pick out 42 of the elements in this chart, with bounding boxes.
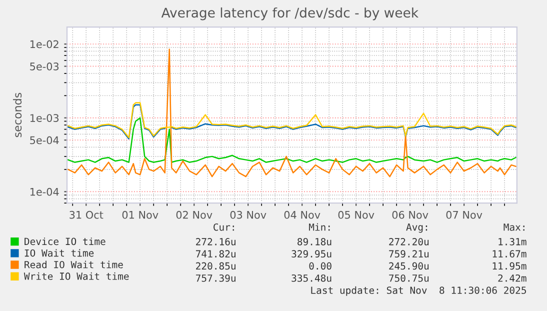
x-tick-label: 07 Nov: [446, 210, 482, 219]
text: 2.42m: [498, 274, 526, 282]
text: 11.67m: [492, 250, 526, 258]
text: 757.39u: [196, 274, 236, 282]
legend-label: IO Wait time: [24, 249, 94, 257]
x-tick-label: 31 Oct: [70, 210, 104, 219]
chart-title: Average latency for /dev/sdc - by week: [161, 7, 418, 20]
text: 759.21u: [389, 250, 429, 258]
text: Last update: Sat Nov 8 11:30:06 2025: [311, 286, 526, 296]
text: 245.90u: [389, 262, 429, 270]
text: 1.31m: [498, 238, 526, 246]
x-tick-label: 03 Nov: [230, 210, 266, 219]
text: 272.20u: [389, 238, 429, 246]
text: Max:: [504, 224, 524, 231]
text: 11.95m: [492, 262, 526, 270]
text: 272.16u: [196, 238, 236, 246]
text: 329.95u: [292, 250, 332, 258]
y-tick-label: 5e-04: [30, 136, 59, 144]
legend-label: Read IO Wait time: [24, 260, 123, 268]
legend-label: Write IO Wait time: [24, 272, 129, 280]
x-tick-label: 02 Nov: [176, 210, 212, 219]
x-tick-label: 01 Nov: [122, 210, 158, 219]
legend-label: Device IO time: [24, 238, 106, 246]
text: 0.00: [309, 262, 332, 270]
y-tick-label: 1e-02: [30, 40, 58, 48]
text: Avg:: [406, 224, 428, 233]
line-series: [68, 117, 516, 163]
text: 750.75u: [389, 274, 429, 282]
y-tick-label: 1e-04: [30, 188, 59, 196]
line-series: [68, 48, 516, 178]
y-tick-label: 5e-03: [30, 62, 59, 70]
y-axis-title: seconds: [13, 92, 22, 138]
text: 89.18u: [298, 238, 332, 246]
text: 335.48u: [292, 274, 332, 282]
x-tick-label: 04 Nov: [284, 210, 320, 219]
y-tick-label: 1e-03: [30, 114, 59, 122]
x-tick-label: 05 Nov: [338, 210, 374, 219]
text: 741.82u: [196, 250, 236, 258]
text: Min:: [309, 223, 330, 231]
text: 220.85u: [196, 262, 236, 270]
x-tick-label: 06 Nov: [392, 210, 428, 219]
text: Cur:: [214, 223, 234, 231]
